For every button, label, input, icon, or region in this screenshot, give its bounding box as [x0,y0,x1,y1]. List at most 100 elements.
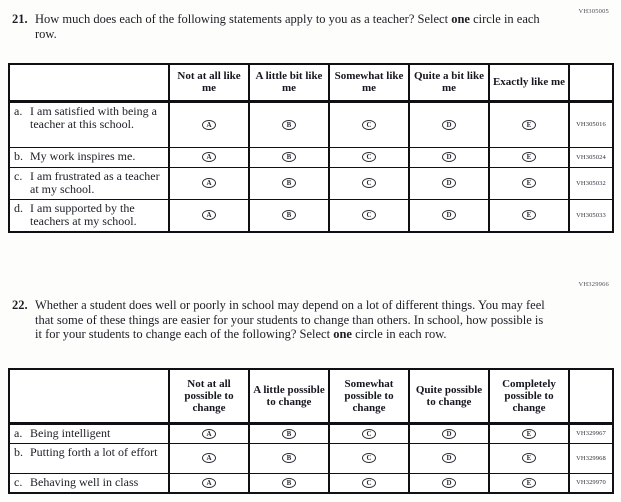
statement-cell: b. Putting forth a lot of effort [8,442,170,474]
statement-text: My work inspires me. [30,148,136,163]
statement-text: Behaving well in class [30,474,139,489]
option-circle-b[interactable]: B [282,178,296,189]
question-21-number: 21. [12,12,28,26]
statement-cell: b. My work inspires me. [8,146,170,168]
question-22-text-bold: one [333,327,352,341]
option-circle-e[interactable]: E [522,210,536,221]
option-circle-c[interactable]: C [362,178,376,189]
response-table-q22: Not at all possible to change A little p… [8,368,614,494]
option-circle-e[interactable]: E [522,477,536,488]
option-circle-e[interactable]: E [522,178,536,189]
row-letter: c. [14,168,23,183]
option-circle-a[interactable]: A [202,119,216,130]
option-circle-c[interactable]: C [362,428,376,439]
statement-cell: a. Being intelligent [8,422,170,444]
table-row-q22c: c. Behaving well in class A B C D E VH329… [8,472,614,493]
option-cell: B [248,198,330,232]
row-code: VH305033 [568,198,614,232]
option-cell: A [168,198,250,232]
option-circle-d[interactable]: D [442,477,456,488]
option-cell: C [328,166,410,200]
option-cell: C [328,100,410,148]
option-circle-c[interactable]: C [362,453,376,464]
option-circle-c[interactable]: C [362,477,376,488]
option-circle-d[interactable]: D [442,210,456,221]
option-circle-a[interactable]: A [202,178,216,189]
option-cell: B [248,146,330,168]
option-circle-a[interactable]: A [202,477,216,488]
header-row: Not at all possible to change A little p… [8,368,614,425]
option-circle-a[interactable]: A [202,428,216,439]
row-code: VH305024 [568,146,614,168]
option-circle-b[interactable]: B [282,453,296,464]
option-cell: B [248,442,330,474]
option-circle-a[interactable]: A [202,210,216,221]
row-code: VH305016 [568,100,614,148]
statement-cell: c. I am frustrated as a teacher at my sch… [8,166,170,200]
option-cell: D [408,100,490,148]
column-header: Somewhat possible to change [328,368,410,425]
option-circle-b[interactable]: B [282,210,296,221]
option-circle-d[interactable]: D [442,178,456,189]
option-circle-b[interactable]: B [282,477,296,488]
option-cell: B [248,472,330,493]
table-row-q22b: b. Putting forth a lot of effort A B C D … [8,442,614,474]
option-cell: A [168,472,250,493]
option-circle-d[interactable]: D [442,428,456,439]
option-circle-c[interactable]: C [362,210,376,221]
row-code: VH305032 [568,166,614,200]
option-cell: E [488,100,570,148]
option-cell: E [488,146,570,168]
option-circle-e[interactable]: E [522,119,536,130]
option-cell: E [488,422,570,444]
option-circle-c[interactable]: C [362,119,376,130]
statement-text: Being intelligent [30,425,111,440]
option-circle-b[interactable]: B [282,119,296,130]
option-cell: D [408,472,490,493]
option-circle-c[interactable]: C [362,152,376,163]
accession-code-q21: VH305005 [578,8,609,15]
table-row-q21b: b. My work inspires me. A B C D E VH30502… [8,146,614,168]
question-21-text: How much does each of the following stat… [35,12,547,41]
option-cell: A [168,146,250,168]
row-letter: b. [14,444,23,459]
column-header: Quite a bit like me [408,63,490,103]
option-cell: D [408,422,490,444]
code-header-blank [568,368,614,425]
option-cell: D [408,198,490,232]
column-header: Somewhat like me [328,63,410,103]
row-code: VH329968 [568,442,614,474]
option-circle-d[interactable]: D [442,119,456,130]
question-22-text-start: Whether a student does well or poorly in… [35,298,545,341]
question-21-text-bold: one [451,12,470,26]
option-circle-e[interactable]: E [522,428,536,439]
option-circle-a[interactable]: A [202,152,216,163]
option-circle-e[interactable]: E [522,152,536,163]
option-circle-d[interactable]: D [442,453,456,464]
option-circle-b[interactable]: B [282,152,296,163]
statement-text: Putting forth a lot of effort [30,444,158,459]
statement-text: I am frustrated as a teacher at my schoo… [30,168,160,196]
option-cell: C [328,442,410,474]
option-cell: D [408,146,490,168]
row-code: VH329967 [568,422,614,444]
option-cell: D [408,442,490,474]
option-cell: E [488,472,570,493]
option-circle-e[interactable]: E [522,453,536,464]
question-21-text-end: circle in each row. [35,12,540,41]
question-22-text-end: circle in each row. [351,327,447,341]
option-cell: E [488,442,570,474]
option-circle-b[interactable]: B [282,428,296,439]
option-cell: A [168,442,250,474]
option-circle-d[interactable]: D [442,152,456,163]
row-letter: b. [14,148,23,163]
option-circle-a[interactable]: A [202,453,216,464]
option-cell: C [328,422,410,444]
table-row-q21a: a. I am satisfied with being a teacher at… [8,100,614,148]
option-cell: C [328,198,410,232]
option-cell: A [168,422,250,444]
statement-header-blank [8,368,170,425]
statement-cell: c. Behaving well in class [8,472,170,493]
statement-cell: a. I am satisfied with being a teacher at… [8,100,170,148]
